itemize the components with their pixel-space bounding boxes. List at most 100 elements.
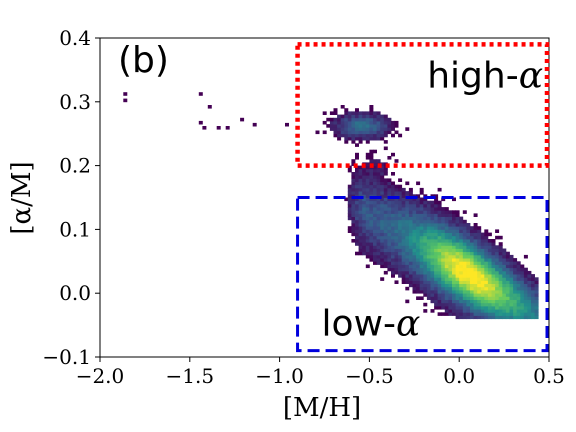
heatmap-cell xyxy=(441,306,446,310)
heatmap-cell xyxy=(355,251,359,256)
heatmap-cell xyxy=(462,293,467,297)
heatmap-cell xyxy=(441,251,446,256)
heatmap-cell xyxy=(455,280,460,284)
heatmap-cell xyxy=(462,280,467,284)
heatmap-cell xyxy=(520,277,525,281)
heatmap-cell xyxy=(376,114,381,119)
heatmap-cell xyxy=(380,117,385,122)
heatmap-cell xyxy=(401,210,406,214)
heatmap-cell xyxy=(362,210,367,214)
heatmap-cell xyxy=(487,296,492,300)
heatmap-cell xyxy=(448,277,453,281)
heatmap-cell xyxy=(534,315,539,320)
heatmap-cell xyxy=(523,267,528,272)
heatmap-cell xyxy=(408,251,413,256)
heatmap-cell xyxy=(480,312,485,316)
heatmap-cell xyxy=(419,280,424,284)
heatmap-cell xyxy=(480,264,485,269)
heatmap-cell xyxy=(452,223,456,227)
heatmap-cell xyxy=(373,207,377,211)
heatmap-cell xyxy=(441,248,446,253)
heatmap-cell xyxy=(362,219,367,224)
heatmap-cell xyxy=(480,261,485,265)
heatmap-cell xyxy=(252,122,257,127)
heatmap-cell xyxy=(459,232,464,237)
heatmap-cell xyxy=(365,152,370,157)
heatmap-cell xyxy=(419,290,424,294)
heatmap-cell xyxy=(498,264,503,269)
heatmap-cell xyxy=(430,299,435,304)
heatmap-cell xyxy=(477,277,482,281)
heatmap-cell xyxy=(462,283,467,288)
heatmap-cell xyxy=(380,178,385,182)
heatmap-cell xyxy=(466,306,471,310)
heatmap-cell xyxy=(351,117,356,122)
heatmap-cell xyxy=(448,280,453,284)
heatmap-cell xyxy=(362,223,367,227)
heatmap-cell xyxy=(408,245,413,249)
heatmap-cell xyxy=(419,248,424,253)
heatmap-cell xyxy=(434,210,439,214)
heatmap-cell xyxy=(394,219,399,224)
heatmap-cell xyxy=(358,239,363,243)
heatmap-cell xyxy=(394,207,399,211)
heatmap-cell xyxy=(484,235,489,240)
heatmap-cell xyxy=(452,226,456,230)
heatmap-cell xyxy=(369,213,374,217)
heatmap-cell xyxy=(347,203,352,208)
heatmap-cell xyxy=(484,280,489,284)
heatmap-cell xyxy=(502,302,507,307)
heatmap-cell xyxy=(376,159,381,163)
heatmap-cell xyxy=(383,117,388,122)
heatmap-cell xyxy=(455,258,460,262)
heatmap-cell xyxy=(351,172,356,176)
heatmap-cell xyxy=(513,299,518,304)
heatmap-cell xyxy=(340,114,345,119)
heatmap-cell xyxy=(523,270,528,275)
heatmap-cell xyxy=(365,133,370,138)
heatmap-cell xyxy=(369,120,374,125)
heatmap-cell xyxy=(405,274,410,278)
heatmap-cell xyxy=(495,267,500,272)
heatmap-cell xyxy=(398,258,403,262)
heatmap-cell xyxy=(484,277,489,281)
heatmap-cell xyxy=(473,299,478,304)
heatmap-cell xyxy=(380,181,385,186)
heatmap-cell xyxy=(466,254,471,259)
heatmap-cell xyxy=(426,210,431,214)
heatmap-cell xyxy=(329,120,334,125)
heatmap-cell xyxy=(394,242,399,246)
heatmap-cell xyxy=(520,309,525,313)
heatmap-cell xyxy=(462,312,467,316)
heatmap-cell xyxy=(444,290,449,294)
heatmap-cell xyxy=(487,239,492,243)
heatmap-cell xyxy=(412,197,417,202)
heatmap-cell xyxy=(398,242,403,246)
heatmap-cell xyxy=(391,267,395,272)
heatmap-cell xyxy=(351,229,356,233)
heatmap-cell xyxy=(426,232,431,237)
heatmap-cell xyxy=(383,207,388,211)
heatmap-cell xyxy=(380,251,385,256)
heatmap-cell xyxy=(394,245,399,249)
heatmap-cell xyxy=(362,114,367,119)
heatmap-cell xyxy=(444,296,449,300)
heatmap-cell xyxy=(355,207,359,211)
heatmap-cell xyxy=(387,130,392,135)
heatmap-cell xyxy=(502,306,507,310)
heatmap-cell xyxy=(470,261,474,265)
heatmap-cell xyxy=(531,283,535,288)
heatmap-cell xyxy=(394,184,399,189)
heatmap-cell xyxy=(405,270,410,275)
heatmap-cell xyxy=(502,258,507,262)
heatmap-cell xyxy=(434,245,439,249)
heatmap-cell xyxy=(412,216,417,221)
heatmap-cell xyxy=(495,302,500,307)
heatmap-cell xyxy=(459,293,464,297)
heatmap-cell xyxy=(387,248,392,253)
heatmap-cell xyxy=(437,242,442,246)
heatmap-cell xyxy=(376,181,381,186)
heatmap-cell xyxy=(365,239,370,243)
heatmap-cell xyxy=(441,312,446,316)
heatmap-cell xyxy=(459,283,464,288)
